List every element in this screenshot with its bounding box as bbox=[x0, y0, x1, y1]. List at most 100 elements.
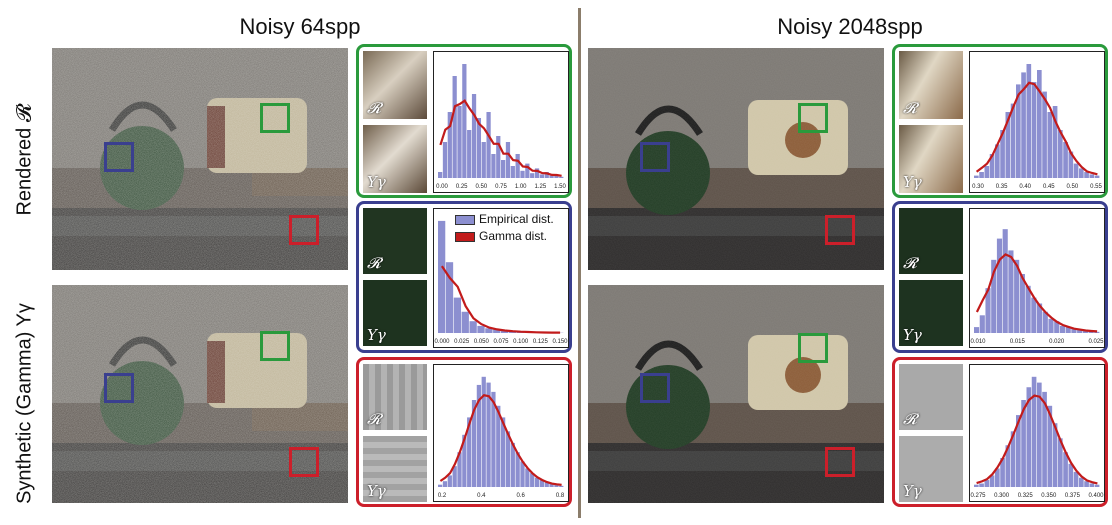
histogram-bar bbox=[995, 144, 1000, 178]
histogram-bar bbox=[525, 468, 530, 487]
thumb-synthetic: Yγ bbox=[363, 436, 427, 502]
histogram-bar bbox=[1079, 168, 1084, 178]
histogram-bar bbox=[1037, 382, 1042, 487]
histogram-bar bbox=[457, 106, 462, 178]
histogram-bar bbox=[1016, 415, 1021, 487]
x-tick-label: 0.350 bbox=[1041, 493, 1057, 499]
histogram-bar bbox=[442, 481, 448, 487]
x-tick-label: 1.25 bbox=[534, 184, 546, 190]
histogram-bar bbox=[1031, 297, 1037, 333]
row-label-synthetic: Synthetic (Gamma) Yγ bbox=[13, 303, 36, 504]
thumb-synthetic: Yγ bbox=[899, 436, 963, 502]
histogram-bar bbox=[984, 166, 990, 178]
histogram-bar bbox=[1054, 321, 1060, 333]
histogram-bar bbox=[477, 325, 485, 333]
thumb-rendered: 𝓡 bbox=[899, 364, 963, 430]
thumb-synthetic: Yγ bbox=[363, 125, 427, 193]
histogram-bar bbox=[559, 485, 564, 487]
histogram-bar bbox=[544, 172, 549, 178]
histogram-bar bbox=[1079, 477, 1084, 487]
symbol-synthetic: Yγ bbox=[903, 173, 922, 191]
x-tick-label: 1.00 bbox=[515, 184, 527, 190]
x-tick-label: 0.015 bbox=[1010, 339, 1026, 345]
thumb-rendered: 𝓡 bbox=[363, 51, 427, 119]
histogram-bar bbox=[1005, 445, 1011, 487]
histogram-bar bbox=[1025, 285, 1031, 333]
histogram-bar bbox=[1021, 400, 1026, 487]
thumb-synthetic: Yγ bbox=[363, 280, 427, 346]
histogram-bar bbox=[1073, 471, 1079, 487]
histogram-bar bbox=[559, 176, 564, 178]
histogram-bar bbox=[549, 175, 554, 178]
histogram-bar bbox=[485, 328, 493, 333]
legend-swatch-empirical bbox=[455, 214, 475, 225]
histogram-bar bbox=[476, 118, 482, 178]
histogram-bar bbox=[979, 315, 985, 333]
histogram-bar bbox=[1008, 250, 1014, 333]
histogram-bar bbox=[1059, 325, 1066, 333]
histogram-bar bbox=[1031, 376, 1037, 487]
histogram-bar bbox=[1042, 311, 1048, 333]
histogram-bar bbox=[995, 468, 1000, 487]
histogram-bar bbox=[554, 174, 559, 178]
x-tick-label: 0.35 bbox=[996, 184, 1008, 190]
histogram-bar bbox=[979, 483, 984, 487]
histogram-bar bbox=[438, 484, 443, 487]
histogram-bar bbox=[985, 288, 991, 333]
symbol-synthetic: Yγ bbox=[903, 482, 922, 500]
histogram-bar bbox=[996, 238, 1003, 333]
gamma-fit-curve bbox=[439, 99, 562, 177]
histogram-bar bbox=[461, 311, 469, 333]
histogram-bar bbox=[467, 130, 472, 178]
histogram-bar bbox=[1073, 163, 1079, 178]
histogram-bar bbox=[974, 484, 979, 487]
column-divider bbox=[578, 8, 581, 518]
histogram-bar bbox=[1088, 331, 1094, 333]
histogram-plot: 0.000 0.025 0.050 0.075 0.100 0.125 0.150 bbox=[434, 220, 568, 345]
histogram-bar bbox=[989, 475, 995, 487]
histogram-bar bbox=[1063, 142, 1068, 178]
histogram-bar bbox=[496, 405, 501, 487]
crop-box-red bbox=[289, 447, 319, 477]
histogram-plot: 0.30 0.35 0.40 0.45 0.50 0.55 bbox=[972, 64, 1102, 190]
histogram-bar bbox=[525, 163, 530, 178]
histogram-bar bbox=[1094, 175, 1100, 178]
histogram-bar bbox=[491, 391, 496, 487]
histogram-bar bbox=[467, 417, 472, 487]
histogram-bar bbox=[501, 330, 509, 333]
x-tick-label: 0.020 bbox=[1049, 339, 1065, 345]
scene-64spp-rendered bbox=[52, 48, 348, 270]
crop-box-green bbox=[260, 103, 290, 133]
symbol-rendered: 𝓡 bbox=[367, 410, 382, 428]
histogram-bar bbox=[1019, 274, 1025, 333]
histogram-bar bbox=[471, 400, 477, 487]
histogram-bar bbox=[1052, 106, 1058, 178]
histogram-bar bbox=[442, 142, 448, 178]
histogram-bar bbox=[1000, 458, 1005, 487]
x-tick-label: 0.40 bbox=[1019, 184, 1031, 190]
histogram-bar bbox=[974, 175, 979, 178]
histogram-bar bbox=[991, 259, 997, 333]
crop-box-blue bbox=[640, 373, 670, 403]
x-tick-label: 1.50 bbox=[554, 184, 566, 190]
histogram-bar bbox=[505, 142, 511, 178]
gamma-fit-curve bbox=[975, 253, 1098, 333]
histogram-bar bbox=[1002, 229, 1008, 333]
gamma-fit-curve bbox=[440, 265, 561, 334]
histogram-bar bbox=[1048, 318, 1054, 333]
panel-2048spp-green: 𝓡 Yγ 0.30 0.35 0.40 0.45 0.50 0.55 bbox=[892, 44, 1108, 198]
x-tick-label: 0.375 bbox=[1065, 493, 1081, 499]
histogram-bar bbox=[462, 64, 467, 178]
thumb-rendered: 𝓡 bbox=[899, 208, 963, 274]
thumb-rendered: 𝓡 bbox=[363, 364, 427, 430]
crop-box-green bbox=[798, 103, 828, 133]
histogram-bar bbox=[515, 452, 520, 487]
histogram-bar bbox=[1084, 172, 1089, 178]
histogram-bar bbox=[1082, 330, 1088, 333]
x-tick-label: 0.025 bbox=[1088, 339, 1104, 345]
histogram-2048spp-blue: 0.010 0.015 0.020 0.025 bbox=[969, 208, 1105, 348]
histogram-bar bbox=[530, 173, 535, 178]
panel-2048spp-blue: 𝓡 Yγ 0.010 0.015 0.020 0.025 bbox=[892, 201, 1108, 353]
row-label-rendered: Rendered 𝓡 bbox=[13, 103, 36, 216]
histogram-bar bbox=[1065, 327, 1071, 333]
